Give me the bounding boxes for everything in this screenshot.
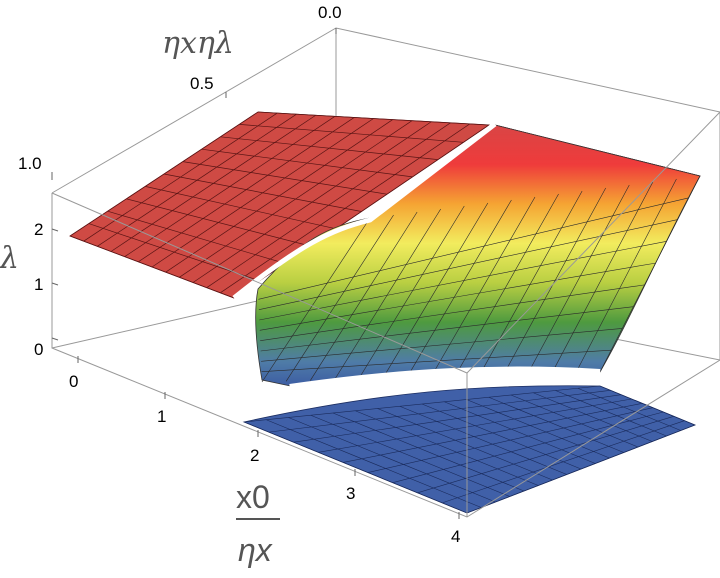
mesh-line [261, 328, 623, 362]
mesh-line [334, 208, 441, 381]
mesh-line [399, 405, 567, 475]
mesh-line [285, 214, 394, 382]
mesh-line [555, 390, 667, 437]
mesh-line [367, 407, 653, 473]
mesh-line [310, 414, 510, 497]
mesh-line [488, 396, 624, 453]
tick-marks [51, 28, 460, 519]
mesh-line [124, 116, 336, 257]
lower-gap [289, 366, 601, 394]
mesh-line [220, 123, 470, 294]
x-tick-3: 3 [346, 484, 355, 503]
mesh-line [417, 416, 674, 494]
mesh-line [527, 184, 630, 375]
z-tick-1: 1 [34, 275, 43, 294]
mesh-line [533, 392, 653, 442]
mesh-line [266, 419, 482, 508]
plot-box-front [51, 111, 720, 518]
mesh-line [551, 181, 654, 374]
y-tick-2: 1.0 [18, 154, 42, 173]
mesh-line [288, 417, 496, 503]
mesh-line [310, 211, 418, 381]
mesh-line [260, 284, 645, 341]
mesh-line [503, 187, 606, 376]
mesh-line [206, 122, 451, 288]
mesh-line [179, 120, 413, 278]
mesh-line [575, 178, 677, 373]
mesh-line [442, 420, 685, 504]
mesh-line [97, 113, 297, 247]
mesh-line [454, 193, 559, 377]
z-tick-2: 2 [34, 220, 43, 239]
mesh-line [110, 114, 316, 252]
mesh-line [392, 411, 664, 483]
mesh-line [318, 398, 632, 453]
mesh-line [259, 262, 656, 331]
x-tick-2: 2 [250, 446, 259, 465]
y-tick-0: 0.0 [318, 3, 342, 22]
mesh-line [406, 199, 512, 378]
mesh-line [165, 119, 393, 273]
mesh-line [259, 241, 667, 321]
mesh-line [599, 175, 701, 373]
mesh-line [258, 197, 689, 300]
mesh-line [466, 424, 696, 514]
x-tick-0: 0 [69, 372, 78, 391]
mesh-line [258, 219, 678, 310]
mesh-line [151, 118, 374, 268]
x-tick-4: 4 [451, 527, 460, 546]
mesh-line [261, 217, 371, 383]
mesh-line [421, 403, 582, 470]
mesh-line [355, 410, 539, 486]
mesh-line [358, 205, 465, 380]
mesh-line [261, 349, 612, 372]
x-axis-label-numerator: x0 [236, 479, 270, 515]
mesh-line [268, 390, 611, 433]
mesh-line [83, 112, 278, 242]
y-axis-label: ηxηλ [162, 26, 234, 61]
z-tick-0: 0 [34, 340, 43, 359]
mesh-line [192, 121, 432, 283]
mesh-line [260, 306, 634, 352]
mesh-line [293, 394, 622, 443]
mesh-line [69, 111, 259, 237]
mesh-line [479, 190, 583, 376]
x-axis-label-denominator: ηx [238, 532, 273, 568]
mesh-line [577, 387, 681, 431]
mesh-line [243, 421, 468, 514]
z-axis-label: λ [0, 241, 19, 276]
y-tick-1: 0.5 [190, 74, 214, 93]
upper-gap [232, 122, 497, 300]
mesh-line [377, 408, 553, 481]
mesh-line [332, 412, 525, 492]
mesh-line [510, 394, 639, 448]
x-tick-1: 1 [157, 407, 166, 426]
mesh-line [382, 202, 489, 379]
transition-surface-grid [258, 175, 701, 383]
mesh-line [243, 385, 601, 423]
mesh-line [466, 399, 610, 459]
mesh-line [138, 117, 355, 263]
mesh-line [343, 403, 643, 463]
mesh-line [430, 196, 536, 378]
